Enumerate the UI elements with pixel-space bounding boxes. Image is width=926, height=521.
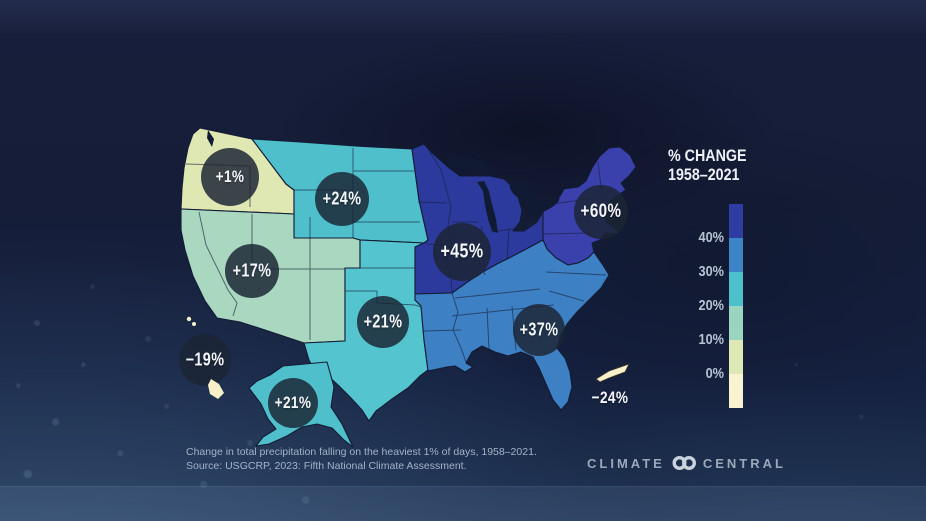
label-northeast-value: +60%	[581, 201, 622, 223]
climate-central-logo: CLIMATE CENTRAL	[587, 454, 786, 472]
badge-circle-southwest	[225, 244, 279, 298]
legend-tick-0: 0%	[705, 365, 724, 382]
logo-word-climate: CLIMATE	[587, 455, 665, 471]
puget-sound	[207, 130, 214, 147]
puerto-rico-island	[595, 363, 630, 383]
legend-tick-30: 30%	[698, 263, 724, 280]
badge-circle-midwest	[433, 223, 491, 281]
southern-plains-value-text: +21%	[363, 311, 403, 332]
colorbar-band-0-10	[729, 340, 743, 374]
label-puerto-rico-value: −24%	[592, 388, 629, 408]
interlocking-rings-icon	[672, 455, 696, 471]
legend-tick-40: 40%	[698, 229, 724, 246]
label-southern-plains-value: +21%	[364, 312, 403, 333]
value-badge-circles	[179, 148, 628, 428]
northeast-value-text: +60%	[580, 201, 622, 222]
midwest-value-text: +45%	[440, 240, 484, 263]
legend-colorbar	[729, 204, 743, 408]
great-lakes	[207, 130, 585, 233]
southeast-value-text: +37%	[519, 319, 559, 340]
colorbar-band-10-20	[729, 306, 743, 340]
label-northwest-value: +1%	[216, 167, 245, 187]
caption: Change in total precipitation falling on…	[186, 446, 537, 473]
hawaii-big-island	[208, 379, 224, 399]
puerto-rico-value-text: −24%	[591, 388, 629, 407]
caption-line1: Change in total precipitation falling on…	[186, 446, 537, 458]
islands	[186, 316, 630, 399]
colorbar-band-below-0	[729, 374, 743, 408]
badge-circle-northern-plains	[315, 172, 369, 226]
colorbar-band-30-40	[729, 238, 743, 272]
background-top-band	[0, 0, 926, 34]
logo-word-central: CENTRAL	[702, 455, 786, 471]
northwest-value-text: +1%	[215, 167, 245, 186]
badge-circle-hawaii	[179, 334, 231, 386]
label-northern-plains-value: +24%	[323, 189, 362, 210]
southwest-value-text: +17%	[232, 260, 272, 281]
legend-title: % CHANGE 1958–2021	[668, 146, 747, 184]
lake-ontario	[563, 177, 585, 187]
hawaii-island-kauai	[186, 316, 192, 322]
legend-tick-20: 20%	[698, 297, 724, 314]
badge-circle-alaska	[268, 378, 318, 428]
label-southeast-value: +37%	[520, 320, 559, 341]
legend-title-line1: % CHANGE	[668, 146, 747, 165]
caption-line2: Source: USGCRP, 2023: Fifth National Cli…	[186, 459, 467, 472]
badge-circle-northwest	[201, 148, 259, 206]
colorbar-band-20-30	[729, 272, 743, 306]
badge-circle-southeast	[513, 304, 565, 356]
background-bottom-band	[0, 486, 926, 521]
badge-circle-northeast	[574, 185, 628, 239]
hawaii-value-text: −19%	[185, 349, 225, 370]
label-hawaii-value: −19%	[186, 350, 225, 371]
lake-superior	[445, 156, 491, 172]
colorbar-band-above-40	[729, 204, 743, 238]
northern-plains-value-text: +24%	[322, 188, 362, 209]
badge-circle-southern-plains	[357, 296, 409, 348]
lake-huron	[509, 179, 533, 201]
legend-tick-10: 10%	[698, 331, 724, 348]
lake-michigan	[477, 181, 498, 233]
legend-title-line2: 1958–2021	[668, 165, 740, 184]
region-southeast	[414, 239, 610, 411]
label-midwest-value: +45%	[441, 241, 484, 264]
lake-erie	[530, 196, 560, 214]
alaska-value-text: +21%	[274, 393, 312, 412]
label-alaska-value: +21%	[275, 393, 312, 413]
label-southwest-value: +17%	[233, 261, 272, 282]
hawaii-island-oahu	[192, 322, 196, 326]
